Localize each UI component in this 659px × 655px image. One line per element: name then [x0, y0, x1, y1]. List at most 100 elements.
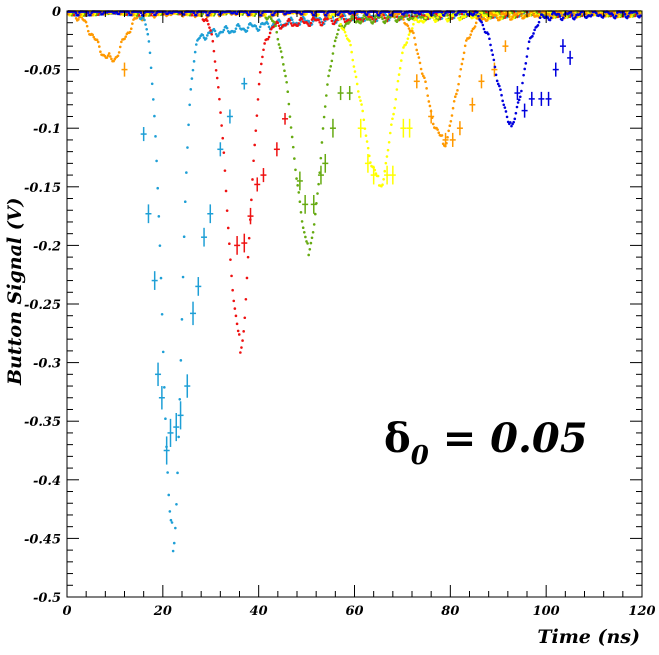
waveform-point: [161, 350, 165, 354]
waveform-point: [560, 14, 564, 17]
waveform-point: [74, 17, 78, 20]
waveform-point: [487, 32, 490, 36]
waveform-point: [284, 74, 287, 78]
waveform-point: [211, 12, 215, 16]
waveform-point: [226, 226, 230, 230]
y-axis-title: Button Signal (V): [4, 198, 26, 386]
waveform-point: [502, 103, 506, 107]
x-tick-label: 20: [153, 604, 172, 619]
waveform-point: [327, 74, 330, 78]
waveform-point: [382, 178, 385, 181]
waveform-point: [180, 318, 184, 321]
waveform-point: [245, 29, 249, 33]
waveform-point: [221, 136, 225, 140]
waveform-point: [472, 12, 476, 16]
waveform-point: [418, 12, 422, 16]
y-tick-label: -0.15: [24, 181, 61, 196]
waveform-point: [623, 12, 627, 16]
waveform-point: [457, 82, 460, 86]
waveform-point: [360, 103, 363, 106]
waveform-point: [233, 30, 237, 33]
waveform-point: [160, 312, 164, 316]
waveform-point: [106, 54, 110, 57]
y-tick-label: 0: [52, 5, 61, 20]
waveform-point: [268, 15, 272, 19]
waveform-point: [310, 236, 314, 240]
waveform-point: [522, 73, 525, 77]
waveform-point: [384, 161, 388, 165]
waveform-point: [168, 510, 172, 513]
waveform-point: [236, 329, 240, 333]
x-axis-title: Time (ns): [537, 626, 640, 648]
waveform-point: [627, 14, 630, 18]
waveform-point: [459, 67, 463, 71]
waveform-point: [559, 11, 563, 15]
waveform-point: [278, 20, 282, 23]
waveform-point: [178, 397, 182, 401]
waveform-point: [407, 14, 411, 17]
delta-value: = 0.05: [429, 415, 588, 462]
waveform-point: [386, 148, 390, 152]
waveform-point: [426, 94, 430, 97]
waveform-point: [302, 12, 306, 16]
waveform-point: [204, 11, 208, 14]
waveform-point: [245, 276, 249, 280]
waveform-point: [237, 24, 241, 28]
waveform-point: [264, 13, 268, 16]
waveform-point: [197, 13, 200, 17]
waveform-point: [625, 12, 629, 16]
waveform-point: [494, 73, 498, 77]
waveform-point: [277, 24, 281, 28]
waveform-point: [302, 17, 306, 20]
y-tick-label: -0.35: [24, 415, 61, 430]
waveform-point: [527, 40, 531, 44]
waveform-point: [260, 14, 263, 17]
waveform-point: [416, 52, 420, 56]
waveform-point: [67, 12, 70, 16]
waveform-point: [521, 81, 524, 85]
waveform-point: [244, 297, 248, 301]
waveform-point: [371, 22, 374, 25]
waveform-point: [218, 97, 221, 101]
waveform-point: [496, 82, 500, 86]
waveform-point: [381, 183, 384, 186]
waveform-point: [503, 106, 507, 109]
waveform-point: [387, 140, 391, 144]
waveform-point: [561, 16, 565, 19]
waveform-point: [296, 184, 299, 187]
waveform-point: [314, 212, 317, 216]
waveform-point: [154, 13, 157, 17]
waveform-point: [186, 146, 189, 149]
waveform-point: [336, 32, 339, 36]
waveform-point: [175, 502, 178, 506]
waveform-point: [498, 84, 501, 88]
waveform-point: [384, 13, 388, 17]
waveform-point: [482, 11, 486, 14]
waveform-point: [332, 44, 336, 48]
waveform-point: [518, 95, 522, 99]
waveform-point: [447, 129, 450, 133]
waveform-point: [167, 493, 171, 497]
waveform-point: [517, 98, 521, 102]
waveform-point: [322, 115, 326, 119]
waveform-point: [139, 11, 143, 15]
waveform-point: [499, 15, 502, 19]
waveform-point: [480, 20, 484, 24]
waveform-point: [396, 18, 400, 22]
waveform-point: [304, 235, 307, 239]
waveform-point: [520, 89, 523, 93]
waveform-point: [407, 27, 411, 30]
waveform-point: [185, 171, 188, 174]
waveform-point: [300, 17, 304, 21]
waveform-point: [348, 20, 351, 24]
waveform-point: [232, 299, 236, 303]
waveform-point: [289, 126, 293, 129]
y-tick-label: -0.25: [24, 298, 61, 313]
waveform-point: [148, 12, 152, 15]
waveform-point: [266, 22, 270, 25]
waveform-point: [351, 15, 355, 18]
waveform-point: [286, 90, 290, 93]
waveform-point: [412, 22, 415, 26]
waveform-point: [434, 15, 437, 18]
